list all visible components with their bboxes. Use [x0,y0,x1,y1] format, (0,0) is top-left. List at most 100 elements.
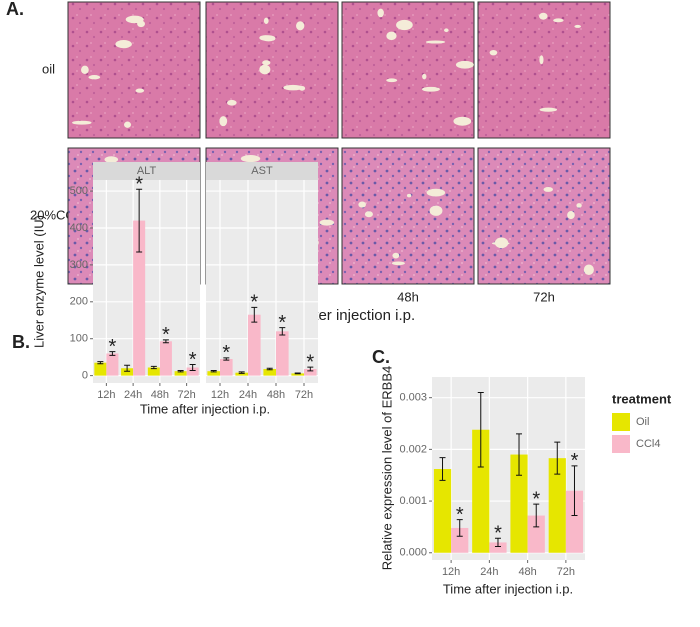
y-title: Relative expression level of ERBB4 [379,366,394,571]
bar [304,368,317,376]
y-tick-label: 0.002 [399,443,427,455]
vessel [574,24,582,28]
legend-label: CCl4 [636,438,660,450]
facet-title: AST [251,165,273,177]
bar [235,372,248,376]
error-bar [251,306,258,323]
bar [106,353,119,376]
error-bar [554,441,561,475]
error-bar [238,371,245,374]
bar [527,515,545,553]
vessel [425,40,446,44]
facet-strip [206,162,318,180]
vessel [364,211,373,218]
vessel [539,12,548,20]
legend-key [612,413,630,431]
histology-image [477,1,611,139]
panel-background [206,180,318,383]
vessel [262,60,271,66]
error-bar [439,457,446,481]
bar [248,314,261,376]
error-bar [97,361,104,365]
vessel [489,49,498,56]
error-bar [533,503,540,528]
vessel [386,31,397,41]
histology-image [205,1,339,139]
error-bar [456,519,463,537]
bar [207,371,220,376]
error-bar [266,367,273,371]
histology-image [67,1,201,139]
vessel [391,261,405,266]
vessel [81,65,89,75]
facet-strip [93,162,200,180]
vessel [261,35,276,42]
vessel [296,21,305,31]
vessel [125,15,144,24]
vessel [406,193,412,198]
error-bar [150,365,157,370]
vessel [426,188,446,197]
y-tick-label: 400 [70,222,88,234]
bar [291,373,304,376]
facet-title: ALT [137,165,157,177]
y-tick-label: 300 [70,259,88,271]
x-tick-label: 12h [97,389,115,401]
x-tick-label: 72h [557,566,575,578]
vessel [455,60,474,69]
panel-label: A. [6,0,24,19]
vessel [377,8,384,18]
significance-marker: * [250,292,258,314]
significance-marker: * [278,312,286,334]
x-tick-label: 48h [151,389,169,401]
vessel [576,203,582,208]
significance-marker: * [532,488,540,510]
vessel [583,264,594,276]
error-bar [307,366,314,372]
y-tick-label: 200 [70,296,88,308]
error-bar [109,351,116,356]
vessel [283,84,303,91]
x-tick-label: 12h [442,566,460,578]
bar [510,454,528,553]
legend-key [612,435,630,453]
vessel [392,252,400,259]
vessel [539,55,544,65]
significance-marker: * [494,523,502,545]
vessel [422,73,427,80]
x-tick-label: 24h [480,566,498,578]
error-bar [124,364,131,372]
vessel [219,116,228,127]
bar [276,331,289,376]
significance-marker: * [571,450,579,472]
significance-marker: * [189,349,197,371]
vessel [453,116,472,126]
x-tick-label: 12h [211,389,229,401]
vessel [124,121,132,128]
vessel [539,107,558,112]
vessel [421,86,440,92]
y-tick-label: 0.001 [399,495,427,507]
bar [133,220,146,376]
bar [94,362,107,376]
bar [565,490,584,553]
error-bar [177,369,184,373]
x-tick-label: 24h [124,389,142,401]
error-bar [189,364,196,371]
bar [220,359,233,376]
significance-marker: * [306,351,314,373]
y-tick-label: 0 [82,370,88,382]
histology-image [341,147,475,285]
panel-background [93,180,200,383]
x-title: Time after injection i.p. [140,401,270,416]
x-title: Time after injection i.p. [443,581,573,596]
vessel [263,17,269,24]
error-bar [136,188,143,253]
column-label: 72h [533,289,555,304]
bar [433,469,452,553]
error-bar [210,369,217,373]
x-tick-label: 24h [239,389,257,401]
vessel [553,18,564,23]
x-tick-label: 72h [177,389,195,401]
bar [159,341,172,376]
